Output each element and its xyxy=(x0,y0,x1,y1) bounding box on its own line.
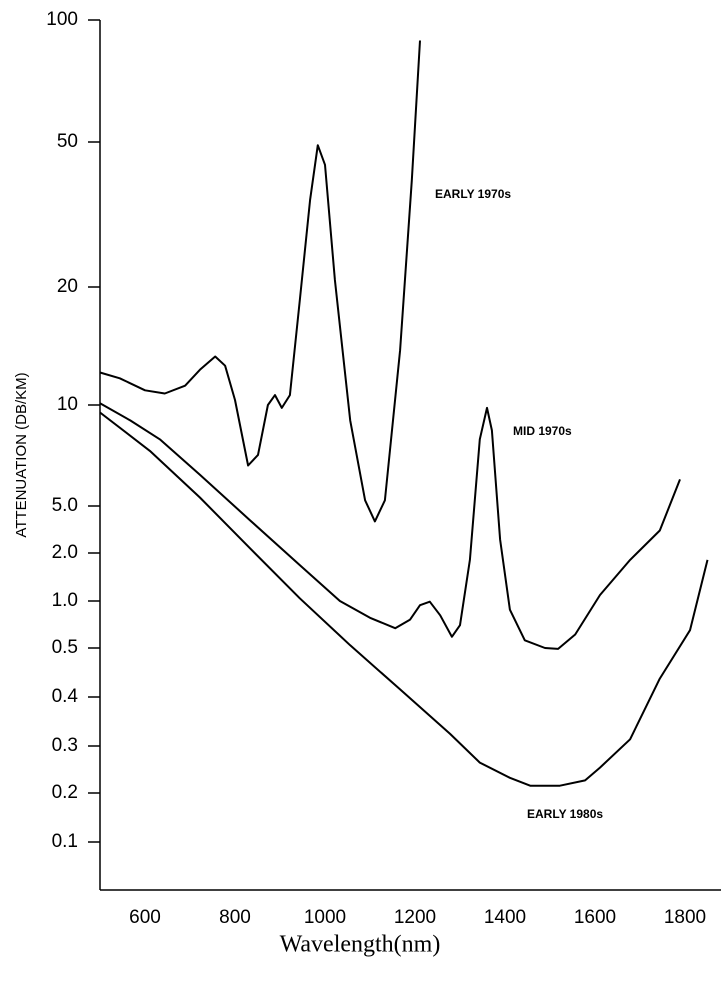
series-label: EARLY 1970s xyxy=(435,187,511,201)
x-tick-label: 800 xyxy=(219,907,251,928)
series-label: MID 1970s xyxy=(513,424,572,438)
x-tick-label: 1400 xyxy=(484,907,526,928)
y-tick-label: 0.1 xyxy=(52,831,78,852)
y-tick-label: 0.3 xyxy=(52,735,78,756)
y-tick-label: 100 xyxy=(46,9,78,30)
y-tick-label: 1.0 xyxy=(52,590,78,611)
y-tick-label: 10 xyxy=(57,394,78,415)
y-tick-label: 2.0 xyxy=(52,542,78,563)
y-tick-label: 20 xyxy=(57,276,78,297)
x-axis-label: Wavelength(nm) xyxy=(280,932,441,958)
line xyxy=(99,40,421,523)
x-tick-label: 1600 xyxy=(574,907,616,928)
x-tick-label: 600 xyxy=(129,907,161,928)
series-label: EARLY 1980s xyxy=(527,807,603,821)
line xyxy=(99,411,709,787)
x-tick-label: 1800 xyxy=(664,907,706,928)
y-tick-label: 0.2 xyxy=(52,782,78,803)
x-tick-label: 1200 xyxy=(394,907,436,928)
x-tick-label: 1000 xyxy=(304,907,346,928)
y-tick-label: 5.0 xyxy=(52,495,78,516)
y-tick-label: 0.5 xyxy=(52,637,78,658)
line xyxy=(99,402,681,650)
y-tick-label: 50 xyxy=(57,131,78,152)
y-tick-label: 0.4 xyxy=(52,686,79,707)
y-axis-label: ATTENUATION (DB/KM) xyxy=(13,372,30,537)
